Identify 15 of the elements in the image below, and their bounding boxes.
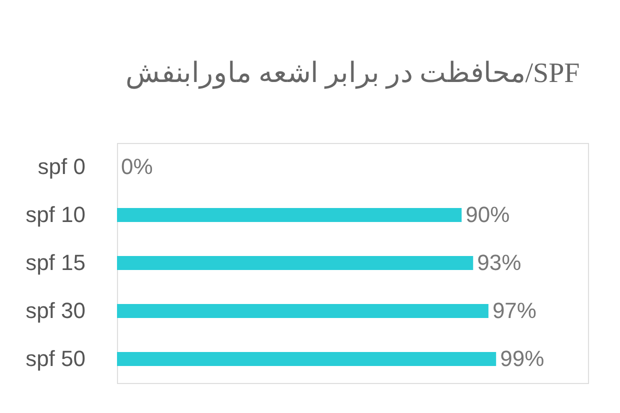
data-label: 0%: [121, 154, 153, 179]
chart-title: محافظت در برابر اشعه ماورابنفش/SPF: [125, 58, 580, 89]
y-tick-label: spf 10: [26, 202, 86, 227]
y-tick-label: spf 50: [26, 346, 86, 371]
bar: [117, 208, 462, 222]
bar: [117, 304, 488, 318]
y-tick-label: spf 30: [26, 298, 86, 323]
bar: [117, 352, 496, 366]
data-label: 93%: [477, 250, 522, 275]
bar: [117, 256, 474, 270]
y-tick-label: spf 0: [38, 154, 86, 179]
y-tick-label: spf 15: [26, 250, 86, 275]
data-label: 97%: [492, 298, 536, 323]
data-label: 99%: [500, 346, 544, 371]
data-label: 90%: [466, 202, 510, 227]
